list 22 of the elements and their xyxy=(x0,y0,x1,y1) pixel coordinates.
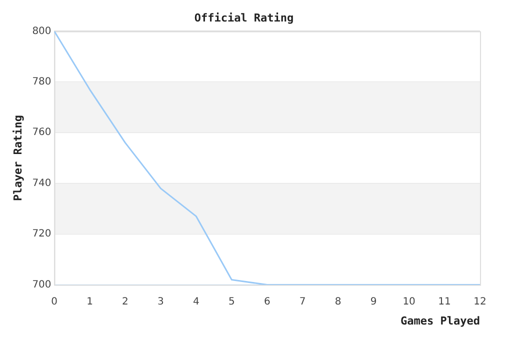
x-tick-label: 4 xyxy=(193,296,200,308)
y-tick-label: 740 xyxy=(32,178,52,189)
y-tick-label: 800 xyxy=(32,26,52,37)
y-axis-title: Player Rating xyxy=(11,114,24,202)
x-tick-label: 1 xyxy=(86,296,93,308)
chart-title: Official Rating xyxy=(194,11,294,24)
x-tick-label: 10 xyxy=(402,296,416,308)
x-tick-label: 12 xyxy=(474,296,486,308)
x-tick-label: 0 xyxy=(51,296,58,308)
y-tick-label: 780 xyxy=(32,76,52,88)
y-tick-label: 720 xyxy=(32,228,52,240)
x-tick-label: 2 xyxy=(122,296,128,308)
x-tick-label: 3 xyxy=(158,296,164,308)
x-tick-label: 7 xyxy=(299,296,306,308)
x-axis-title: Games Played xyxy=(400,314,480,328)
y-tick-label: 760 xyxy=(32,127,52,138)
y-tick-label: 700 xyxy=(32,279,52,290)
x-tick-label: 8 xyxy=(334,296,342,308)
x-tick-label: 5 xyxy=(228,296,235,308)
x-tick-label: 9 xyxy=(370,296,377,308)
x-tick-label: 11 xyxy=(438,296,451,308)
x-tick-label: 6 xyxy=(264,296,270,308)
